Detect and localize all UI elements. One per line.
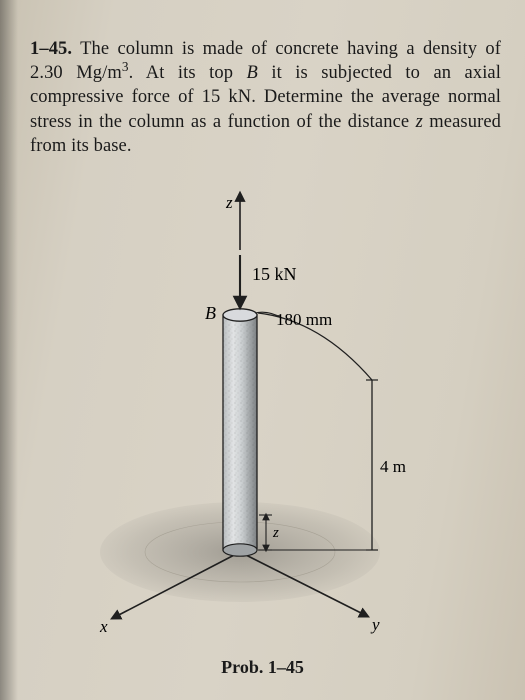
axis-z: z	[225, 193, 240, 250]
svg-text:z: z	[225, 193, 233, 212]
column	[223, 309, 257, 556]
axis-x-label: x	[99, 617, 108, 636]
point-B-label: B	[205, 303, 216, 323]
force-arrow: 15 kN	[240, 255, 297, 306]
problem-statement: 1–45. The column is made of concrete hav…	[30, 37, 501, 159]
figure-caption: Prob. 1–45	[221, 657, 304, 678]
figure: x y z	[0, 180, 525, 700]
problem-number: 1–45.	[30, 39, 72, 59]
diameter-label: 180 mm	[255, 310, 332, 329]
var-z-inline: z	[416, 112, 423, 132]
point-B-inline: B	[246, 63, 257, 83]
svg-text:180 mm: 180 mm	[276, 310, 332, 329]
axis-y-label: y	[370, 615, 380, 634]
text-p2: . At its top	[129, 63, 247, 83]
exponent-3: 3	[122, 59, 129, 74]
svg-text:z: z	[272, 525, 279, 541]
page: 1–45. The column is made of concrete hav…	[0, 0, 525, 700]
figure-svg: x y z	[0, 180, 525, 660]
svg-text:15 kN: 15 kN	[252, 264, 297, 284]
svg-text:4 m: 4 m	[380, 457, 406, 476]
